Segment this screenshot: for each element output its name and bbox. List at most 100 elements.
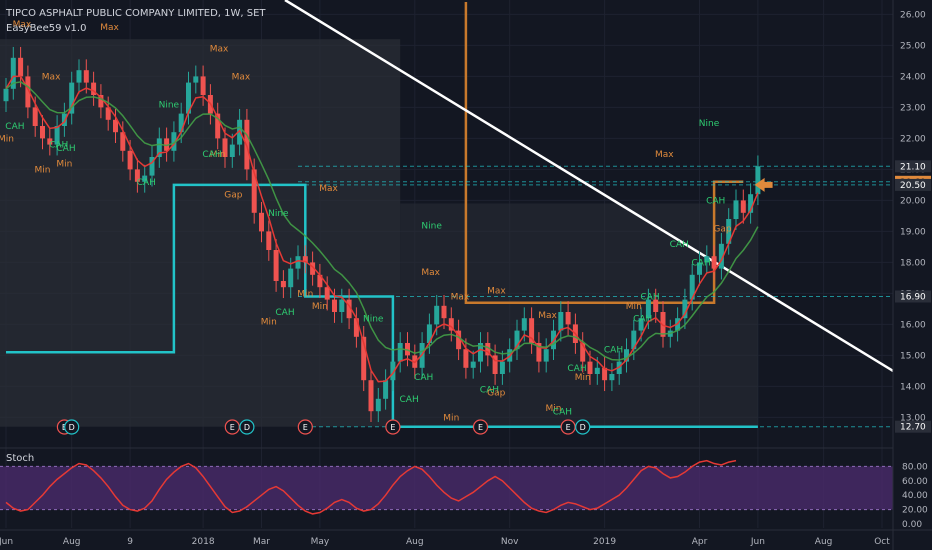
annotation-max: Max: [421, 268, 440, 278]
annotation-max: Max: [319, 184, 338, 194]
stoch-band: [0, 466, 893, 509]
event-marker-label: E: [566, 423, 571, 432]
annotation-cah: CAH: [633, 314, 652, 324]
price-tick-label: 15.00: [900, 351, 926, 361]
candle-body: [266, 231, 271, 250]
annotation-min: Min: [261, 317, 277, 327]
annotation-cah: CAH: [202, 150, 221, 160]
annotation-cah: CAH: [275, 308, 294, 318]
price-tick-label: 16.00: [900, 320, 926, 330]
stoch-tick-label: 40.00: [902, 491, 928, 501]
event-marker-label: E: [478, 423, 483, 432]
annotation-nine: Nine: [268, 209, 289, 219]
event-marker-label: E: [303, 423, 308, 432]
time-tick-label: Aug: [815, 537, 833, 547]
annotation-max: Max: [487, 286, 506, 296]
price-tick-label: 19.00: [900, 227, 926, 237]
candle-body: [179, 114, 184, 133]
time-tick-label: Nov: [501, 537, 519, 547]
price-tag-label: 21.10: [900, 162, 926, 172]
candle-body: [566, 312, 571, 324]
candle-body: [595, 368, 600, 374]
stoch-tick-label: 80.00: [902, 462, 928, 472]
annotation-cah: CAH: [553, 407, 572, 417]
annotation-min: Min: [0, 135, 14, 145]
annotation-cah: CAH: [137, 178, 156, 188]
time-tick-label: 2019: [593, 537, 616, 547]
indicator-label: EasyBee59 v1.0: [6, 23, 86, 34]
annotation-max: Max: [100, 23, 119, 33]
candle-body: [354, 318, 359, 337]
candle-body: [588, 362, 593, 374]
annotation-nine: Nine: [363, 314, 384, 324]
annotation-nine: Nine: [699, 119, 720, 129]
annotation-min: Min: [626, 302, 642, 312]
annotation-cah: CAH: [400, 395, 419, 405]
annotation-gap: Gap: [224, 190, 242, 200]
chart-title: TIPCO ASPHALT PUBLIC COMPANY LIMITED, 1W…: [5, 8, 266, 19]
annotation-min: Min: [443, 414, 459, 424]
candle-body: [230, 145, 235, 157]
annotation-cah: CAH: [604, 345, 623, 355]
candle-body: [500, 362, 505, 374]
candle-body: [741, 200, 746, 212]
event-marker-label: E: [230, 423, 235, 432]
candle-body: [434, 306, 439, 325]
price-tick-label: 22.00: [900, 134, 926, 144]
event-marker-label: E: [390, 423, 395, 432]
candle-body: [522, 318, 527, 330]
candle-body: [325, 287, 330, 299]
time-tick-label: Aug: [63, 537, 81, 547]
candle-body: [201, 76, 206, 95]
price-tag-label: 20.50: [900, 181, 926, 191]
stoch-label: Stoch: [6, 453, 34, 464]
annotation-cah: CAH: [5, 122, 24, 132]
annotation-nine: Nine: [159, 100, 180, 110]
annotation-min: Min: [297, 290, 313, 300]
candle-body: [755, 166, 760, 194]
candle-body: [734, 200, 739, 219]
annotation-cah: CAH: [414, 373, 433, 383]
annotation-cah: CAH: [706, 197, 725, 207]
annotation-max: Max: [451, 293, 470, 303]
event-marker-label: D: [580, 423, 586, 432]
annotation-max: Max: [232, 73, 251, 83]
candle-body: [369, 380, 374, 411]
annotation-min: Min: [56, 159, 72, 169]
price-tick-label: 23.00: [900, 103, 926, 113]
candle-body: [463, 349, 468, 368]
annotation-cah: CAH: [567, 364, 586, 374]
candle-body: [33, 107, 38, 126]
stoch-tick-label: 20.00: [902, 506, 928, 516]
candle-body: [128, 151, 133, 170]
price-tick-label: 24.00: [900, 72, 926, 82]
price-tick-label: 26.00: [900, 10, 926, 20]
time-tick-label: Apr: [692, 537, 708, 547]
candle-body: [609, 374, 614, 380]
event-marker-label: D: [244, 423, 250, 432]
candle-body: [259, 213, 264, 232]
annotation-gap: Gap: [713, 224, 731, 234]
time-tick-label: 9: [127, 537, 133, 547]
annotation-gap: Gap: [487, 389, 505, 399]
annotation-max: Max: [655, 150, 674, 160]
event-marker-label: D: [69, 423, 75, 432]
annotation-nine: Nine: [421, 221, 442, 231]
annotation-max: Max: [210, 45, 229, 55]
candle-body: [376, 399, 381, 411]
time-tick-label: May: [311, 537, 330, 547]
shade-mid: [400, 204, 758, 427]
annotation-cah: CAH: [640, 293, 659, 303]
annotation-min: Min: [575, 373, 591, 383]
candle-body: [274, 250, 279, 281]
price-tag-label: 12.70: [900, 423, 926, 433]
time-tick-label: Jun: [0, 537, 13, 547]
price-tick-label: 14.00: [900, 382, 926, 392]
annotation-cah: CAH: [692, 259, 711, 269]
candle-body: [4, 89, 9, 101]
candle-body: [442, 306, 447, 318]
candle-body: [193, 76, 198, 82]
annotation-min: Min: [35, 166, 51, 176]
annotation-max: Max: [538, 311, 557, 321]
